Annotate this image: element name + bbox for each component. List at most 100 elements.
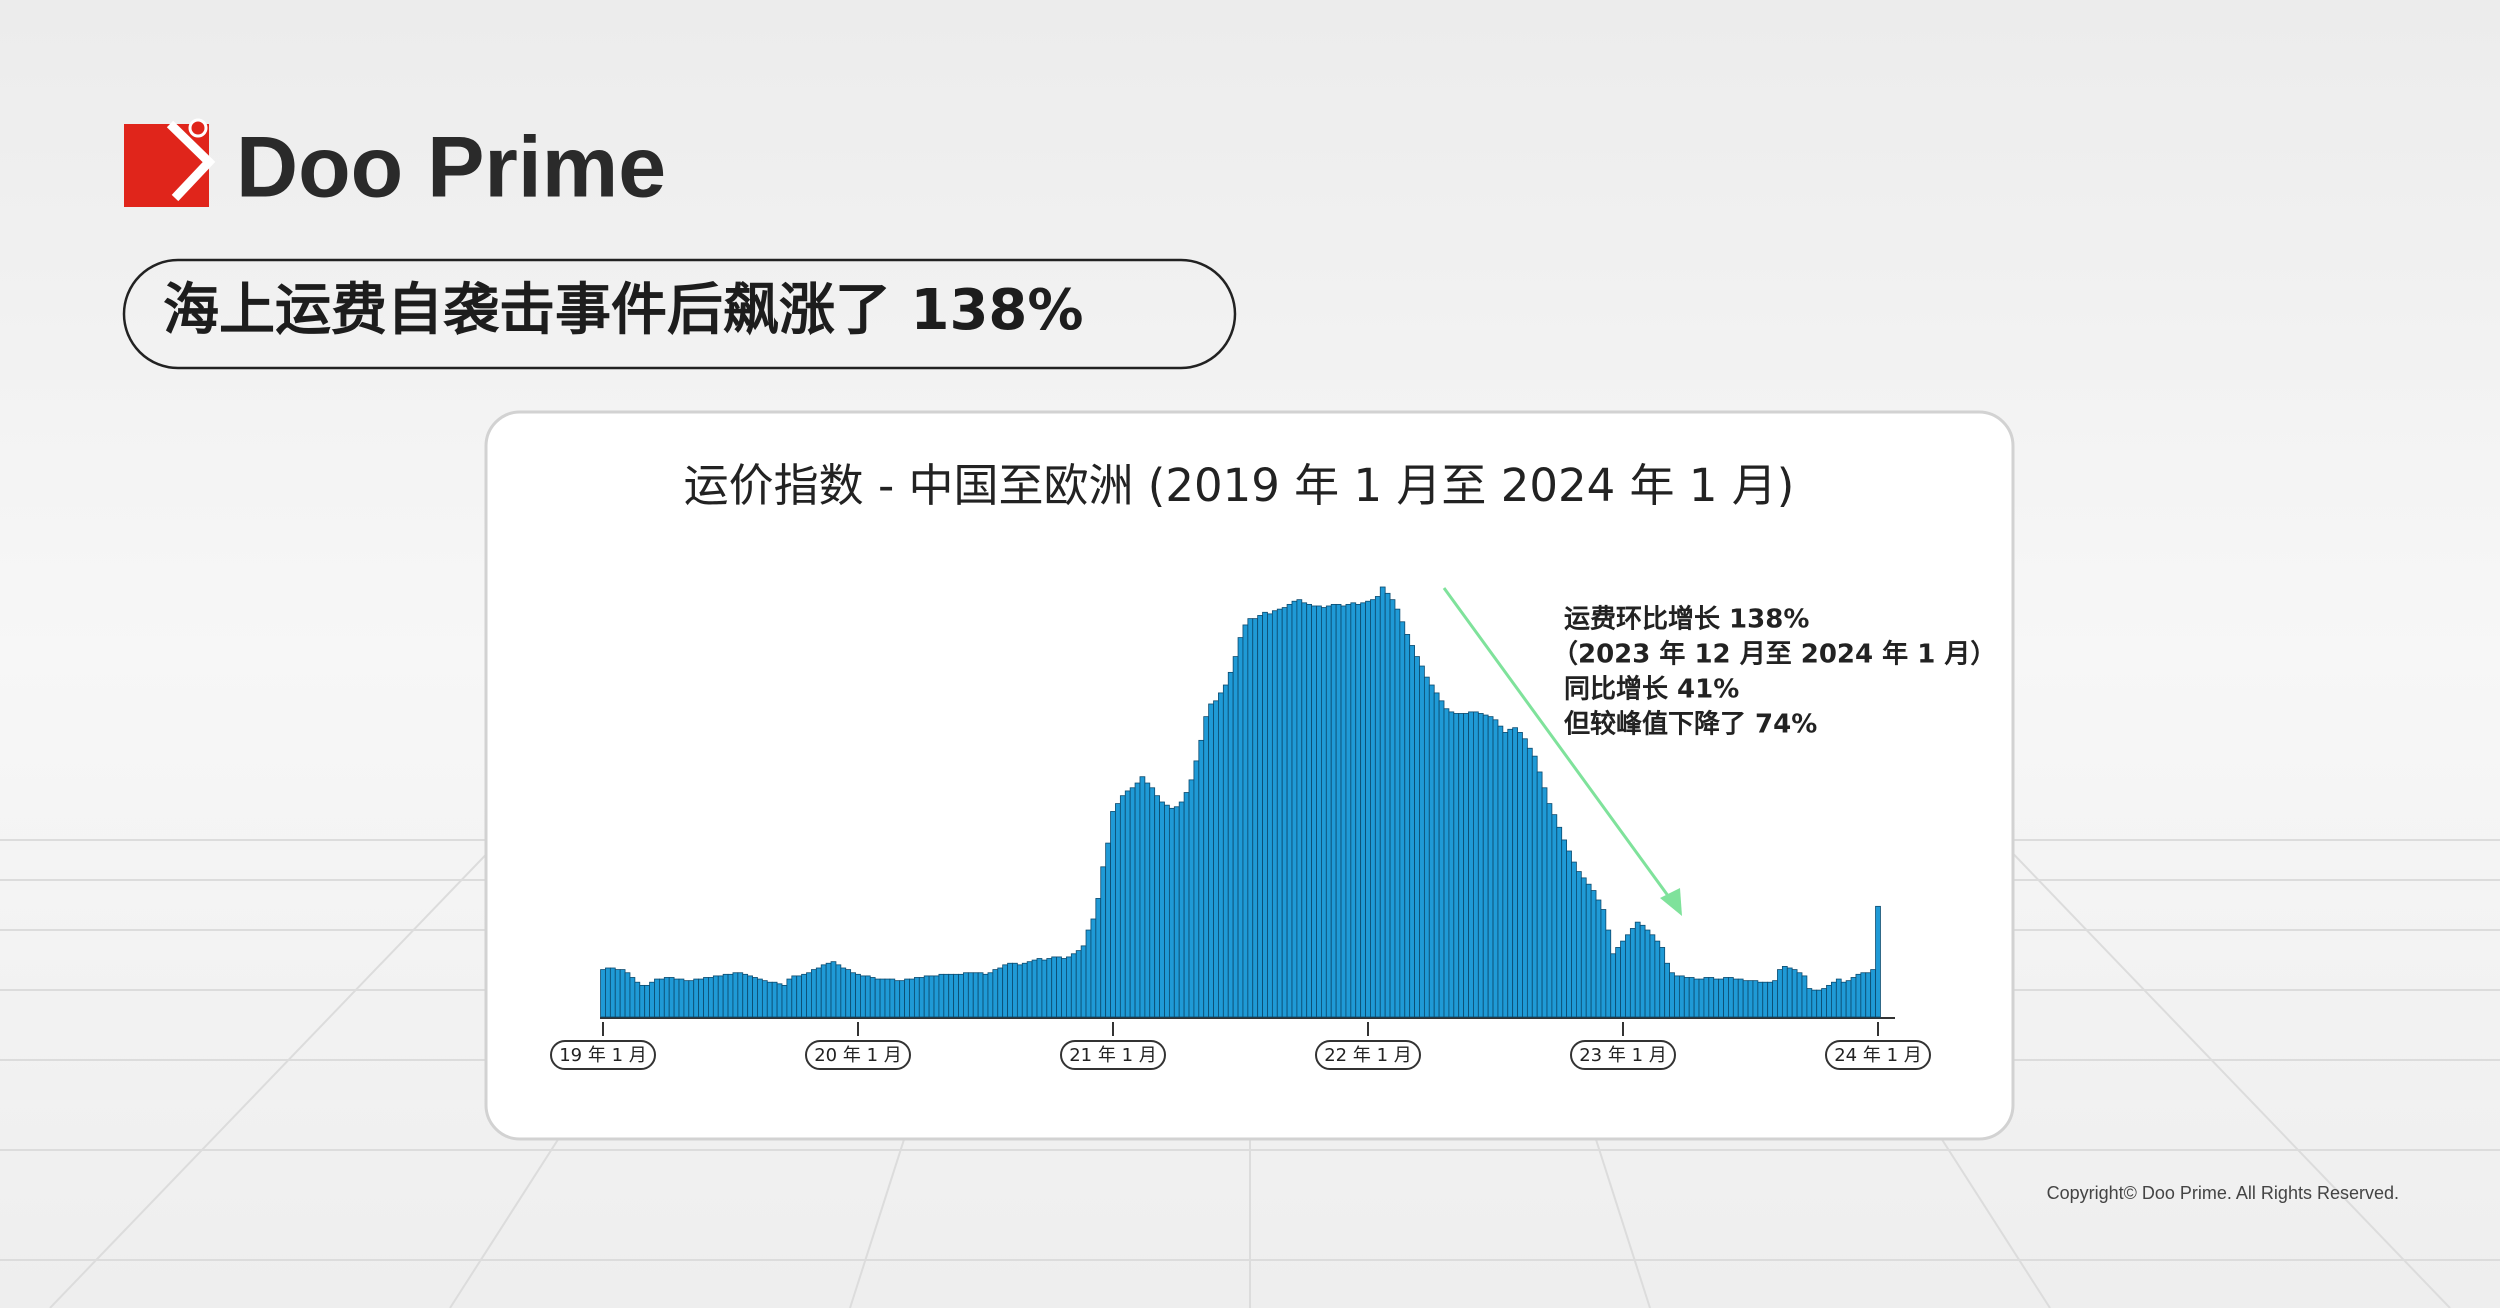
bar xyxy=(1801,975,1808,1018)
plot: 19 年 1 月 20 年 1 月 21 年 1 月 22 年 1 月 23 年 1 月… xyxy=(550,586,1931,1070)
bar xyxy=(766,981,773,1018)
bar xyxy=(1340,605,1347,1018)
x-tick-label: 19 年 1 月 xyxy=(559,1045,647,1066)
bar xyxy=(1860,972,1867,1018)
bar xyxy=(1669,972,1675,1018)
bar xyxy=(1870,969,1876,1018)
bar xyxy=(698,978,704,1018)
bar xyxy=(1428,684,1435,1018)
bar xyxy=(678,978,685,1018)
bar xyxy=(1168,807,1175,1018)
bar xyxy=(1345,603,1352,1018)
bar xyxy=(1222,684,1229,1018)
bar xyxy=(1399,621,1406,1018)
bar xyxy=(825,962,832,1018)
bar xyxy=(1335,603,1342,1018)
bar xyxy=(1271,610,1278,1018)
bar xyxy=(1777,969,1783,1018)
chart-title: 运价指数 - 中国至欧洲 (2019 年 1 月至 2024 年 1 月) xyxy=(684,459,1795,512)
bar xyxy=(1811,989,1818,1018)
bar xyxy=(1786,967,1793,1018)
bar xyxy=(1208,703,1214,1018)
bar xyxy=(1173,806,1180,1018)
bar xyxy=(1723,977,1729,1018)
bar xyxy=(1615,947,1621,1018)
bar xyxy=(958,973,964,1018)
bar xyxy=(639,984,646,1018)
bar xyxy=(845,969,852,1018)
bar xyxy=(1713,978,1720,1018)
bar xyxy=(629,977,636,1018)
bar xyxy=(864,975,871,1018)
bar xyxy=(1522,738,1528,1018)
bar xyxy=(1012,962,1018,1018)
bar xyxy=(1379,586,1386,1018)
bar xyxy=(1007,962,1013,1018)
bar xyxy=(997,967,1004,1018)
bar xyxy=(967,972,974,1018)
bar xyxy=(1031,959,1038,1018)
bar xyxy=(708,977,714,1018)
bar xyxy=(874,978,881,1018)
bar xyxy=(1845,980,1852,1018)
bar xyxy=(1404,634,1411,1018)
bar xyxy=(1438,700,1445,1018)
bar xyxy=(1865,972,1872,1018)
logo-mark xyxy=(124,124,209,207)
bar xyxy=(1066,956,1072,1018)
bar xyxy=(1590,890,1597,1018)
bar xyxy=(1664,962,1670,1018)
bar xyxy=(1595,899,1602,1018)
bar xyxy=(1732,978,1739,1018)
bar xyxy=(1267,613,1273,1018)
bar xyxy=(1021,962,1028,1018)
x-tick-pill xyxy=(805,1040,911,1070)
bar xyxy=(913,977,920,1018)
bar xyxy=(1688,977,1695,1018)
bar xyxy=(1683,977,1690,1018)
bar xyxy=(1124,790,1131,1018)
bar xyxy=(948,973,955,1018)
bar xyxy=(899,980,905,1018)
bar xyxy=(649,981,655,1018)
bar xyxy=(1850,977,1857,1018)
bar xyxy=(1703,977,1710,1018)
bar xyxy=(1183,792,1190,1018)
bar xyxy=(673,978,680,1018)
bar xyxy=(1330,603,1337,1018)
bar xyxy=(1698,978,1705,1018)
bar xyxy=(1164,804,1170,1018)
bar xyxy=(855,973,861,1018)
bar xyxy=(1678,975,1685,1018)
bar xyxy=(835,964,842,1018)
bar xyxy=(884,978,891,1018)
bar xyxy=(654,978,660,1018)
bar xyxy=(1536,771,1543,1018)
bar xyxy=(624,972,631,1018)
bar xyxy=(1026,961,1033,1018)
bar xyxy=(972,972,979,1018)
bar xyxy=(791,975,798,1018)
bar xyxy=(1301,602,1308,1018)
x-tick-label: 20 年 1 月 xyxy=(814,1045,902,1066)
bar xyxy=(1232,656,1239,1018)
bar xyxy=(1541,787,1548,1018)
bar xyxy=(1610,953,1617,1018)
bar xyxy=(1767,981,1773,1018)
bar xyxy=(1772,980,1778,1018)
bar xyxy=(1296,599,1303,1018)
annotation: 运费环比增长 138% xyxy=(1564,604,1809,635)
bar xyxy=(904,978,910,1018)
bar xyxy=(1526,747,1533,1018)
bar xyxy=(1070,953,1077,1018)
bar xyxy=(1502,732,1509,1018)
bar xyxy=(1046,958,1053,1018)
bar xyxy=(1620,940,1626,1018)
bar xyxy=(894,980,901,1018)
bar xyxy=(1433,692,1440,1018)
bar xyxy=(776,983,783,1018)
bar xyxy=(1791,969,1798,1018)
bar xyxy=(1821,988,1827,1018)
logo xyxy=(124,118,216,207)
